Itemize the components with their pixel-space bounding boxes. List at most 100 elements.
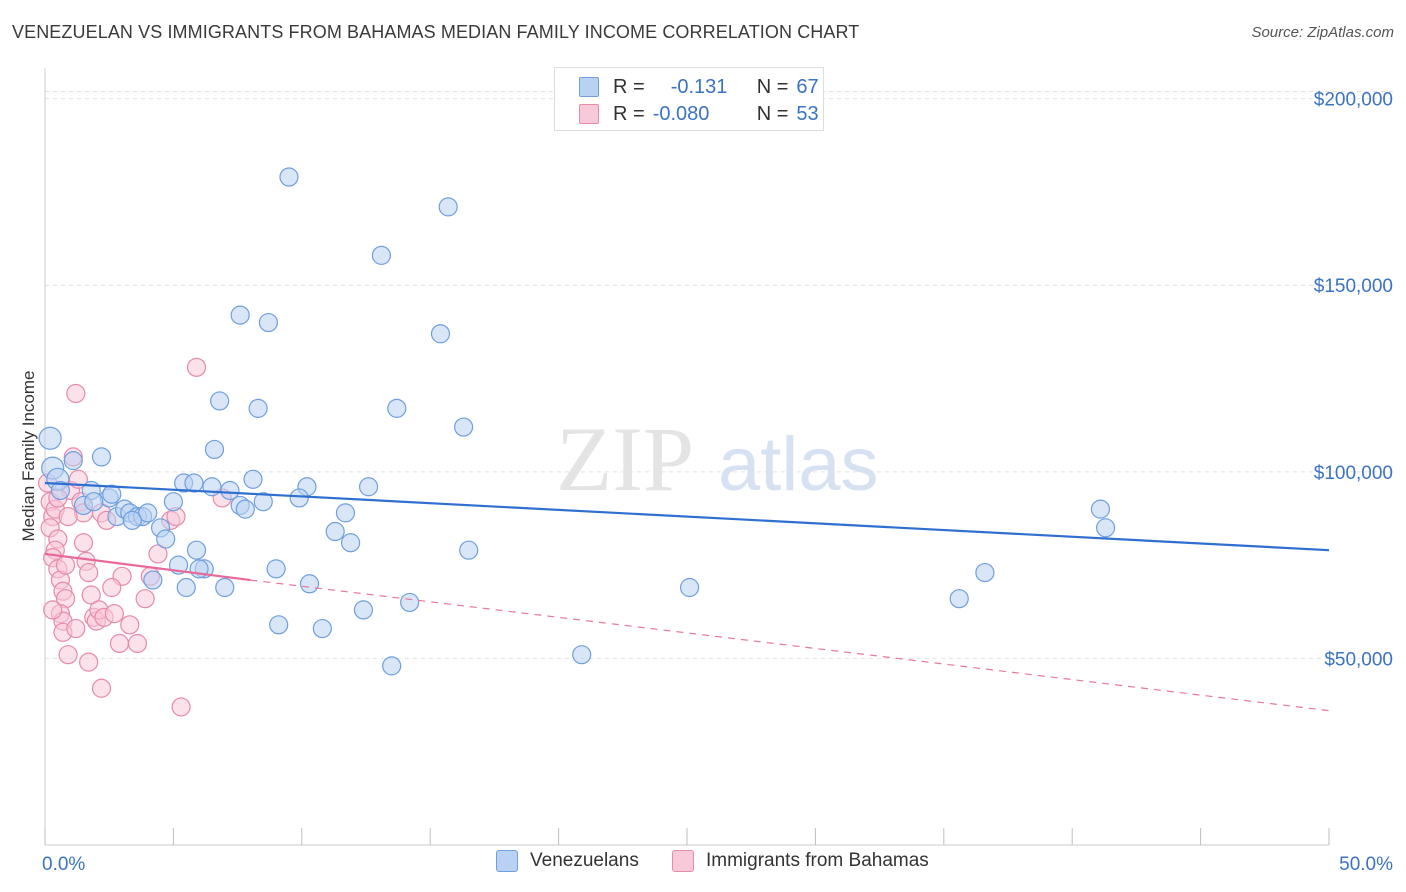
data-point-venezuelans xyxy=(102,484,122,504)
x-tick-label: 0.0% xyxy=(42,854,85,875)
data-point-venezuelans xyxy=(253,492,273,512)
legend-swatch-venezuelans xyxy=(496,850,518,872)
trend-line-venezuelans xyxy=(44,481,1330,552)
legend-label-venezuelans: Venezuelans xyxy=(530,850,639,871)
source-label: Source: ZipAtlas.com xyxy=(1251,24,1394,41)
data-point-venezuelans xyxy=(400,592,420,613)
y-tick-label: $150,000 xyxy=(1314,276,1393,297)
data-point-venezuelans xyxy=(572,645,592,665)
data-point-venezuelans xyxy=(1090,499,1111,519)
data-point-venezuelans xyxy=(143,570,163,590)
data-point-venezuelans xyxy=(38,426,62,450)
data-point-venezuelans xyxy=(358,477,379,497)
data-point-venezuelans xyxy=(156,529,176,549)
data-point-venezuelans xyxy=(122,510,142,530)
data-point-venezuelans xyxy=(453,417,474,437)
data-point-bahamas xyxy=(135,589,155,609)
data-point-venezuelans xyxy=(353,600,374,620)
data-point-venezuelans xyxy=(243,469,263,489)
data-point-bahamas xyxy=(55,555,76,575)
data-point-venezuelans xyxy=(340,533,361,553)
data-point-bahamas xyxy=(91,678,112,698)
tick-labels: $50,000 $100,000 $150,000 $200,000 0.0% 50.0% xyxy=(42,90,1393,875)
data-point-venezuelans xyxy=(325,521,345,542)
chart-title: VENEZUELAN VS IMMIGRANTS FROM BAHAMAS ME… xyxy=(12,22,860,42)
data-point-venezuelans xyxy=(269,615,289,635)
data-point-venezuelans xyxy=(163,492,183,512)
r-label: R = xyxy=(613,102,645,125)
swatch-bahamas xyxy=(579,104,599,124)
data-point-bahamas xyxy=(120,615,140,635)
data-point-venezuelans xyxy=(266,559,286,579)
data-point-venezuelans xyxy=(289,488,309,508)
data-point-bahamas xyxy=(73,533,94,553)
data-point-bahamas xyxy=(81,585,101,605)
data-point-venezuelans xyxy=(371,245,392,265)
r-value: -0.080 xyxy=(652,102,710,125)
data-point-bahamas xyxy=(109,633,130,654)
series-legend: Venezuelans Immigrants from Bahamas xyxy=(0,850,1406,878)
stats-row-bahamas: R = -0.080 N = 53 xyxy=(579,101,819,127)
watermark-atlas: atlas xyxy=(718,422,879,507)
data-point-venezuelans xyxy=(248,398,268,418)
data-point-venezuelans xyxy=(50,480,71,501)
data-point-venezuelans xyxy=(949,589,969,609)
data-point-bahamas xyxy=(79,562,99,583)
data-point-venezuelans xyxy=(258,312,279,333)
data-point-venezuelans xyxy=(215,577,235,598)
legend-swatch-bahamas xyxy=(672,850,694,872)
y-tick-label: $50,000 xyxy=(1324,649,1393,670)
data-point-venezuelans xyxy=(63,451,83,471)
r-label: R = xyxy=(613,75,645,98)
r-value: -0.131 xyxy=(670,75,728,98)
data-point-venezuelans xyxy=(235,499,255,519)
data-point-venezuelans xyxy=(84,492,104,512)
legend-item-bahamas: Immigrants from Bahamas xyxy=(672,850,929,872)
legend-item-venezuelans: Venezuelans xyxy=(496,850,639,872)
data-point-venezuelans xyxy=(279,167,299,187)
data-point-venezuelans xyxy=(382,656,402,676)
data-point-bahamas xyxy=(66,383,86,404)
data-point-bahamas xyxy=(66,618,86,639)
watermark: ZIP atlas xyxy=(556,408,879,510)
data-point-venezuelans xyxy=(975,562,995,583)
n-value: 53 xyxy=(796,102,819,125)
data-point-venezuelans xyxy=(299,574,320,594)
n-value: 67 xyxy=(796,75,819,98)
data-point-bahamas xyxy=(171,697,191,717)
data-point-venezuelans xyxy=(679,577,700,598)
data-point-venezuelans xyxy=(138,503,158,523)
data-point-venezuelans xyxy=(220,480,240,501)
data-point-venezuelans xyxy=(430,324,451,344)
axes xyxy=(44,68,1330,846)
data-point-bahamas xyxy=(148,544,168,564)
data-point-venezuelans xyxy=(387,398,407,418)
data-point-venezuelans xyxy=(312,618,332,639)
data-point-venezuelans xyxy=(184,473,204,493)
data-point-bahamas xyxy=(104,604,124,624)
series-bahamas-points xyxy=(37,357,232,717)
data-point-bahamas xyxy=(127,633,148,654)
data-point-venezuelans xyxy=(186,540,207,560)
data-point-venezuelans xyxy=(230,305,250,325)
data-point-bahamas xyxy=(58,645,78,665)
trend-line-bahamas-extended xyxy=(250,579,1330,712)
n-label: N = xyxy=(756,102,789,125)
data-point-venezuelans xyxy=(459,540,479,560)
series-venezuelans-points xyxy=(38,167,1116,676)
stats-row-venezuelans: R = -0.131 N = 67 xyxy=(579,74,819,100)
data-point-venezuelans xyxy=(335,503,356,523)
data-point-venezuelans xyxy=(204,439,225,460)
data-point-bahamas xyxy=(79,652,99,672)
data-point-venezuelans xyxy=(210,391,230,411)
trend-line-bahamas xyxy=(44,552,251,582)
data-point-venezuelans xyxy=(176,577,196,598)
y-tick-label: $100,000 xyxy=(1314,463,1393,484)
legend-label-bahamas: Immigrants from Bahamas xyxy=(706,850,929,871)
data-point-bahamas xyxy=(58,507,78,527)
data-point-bahamas xyxy=(102,577,122,598)
data-point-bahamas xyxy=(43,600,63,620)
y-tick-label: $200,000 xyxy=(1314,90,1393,111)
data-point-venezuelans xyxy=(91,447,112,467)
